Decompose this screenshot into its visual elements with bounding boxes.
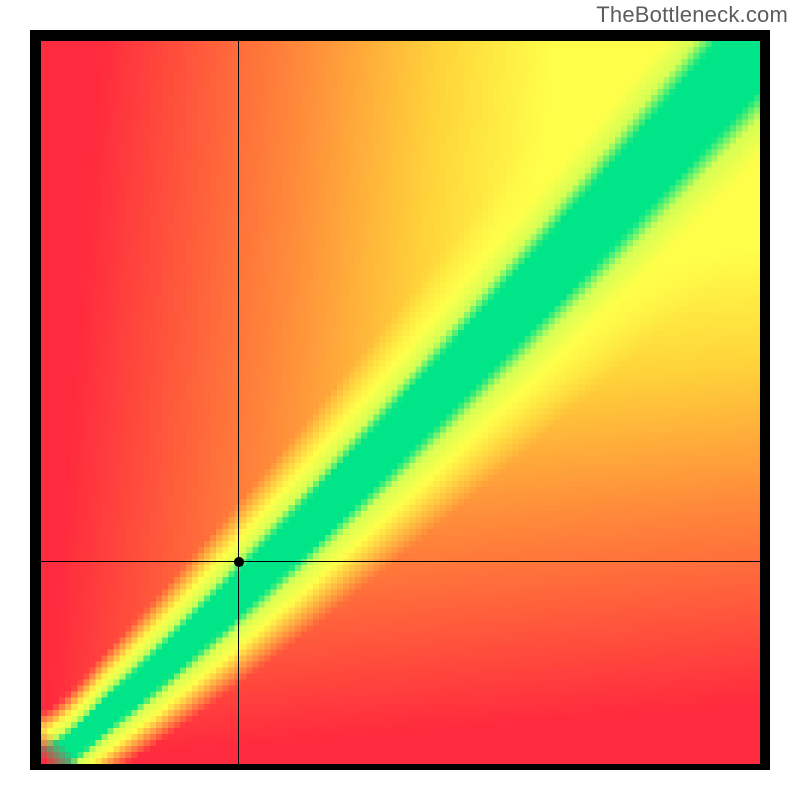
watermark-text: TheBottleneck.com xyxy=(596,2,788,28)
crosshair-vertical xyxy=(238,41,239,764)
heatmap-canvas xyxy=(41,41,760,764)
crosshair-horizontal xyxy=(41,561,760,562)
crosshair-dot xyxy=(233,556,245,568)
